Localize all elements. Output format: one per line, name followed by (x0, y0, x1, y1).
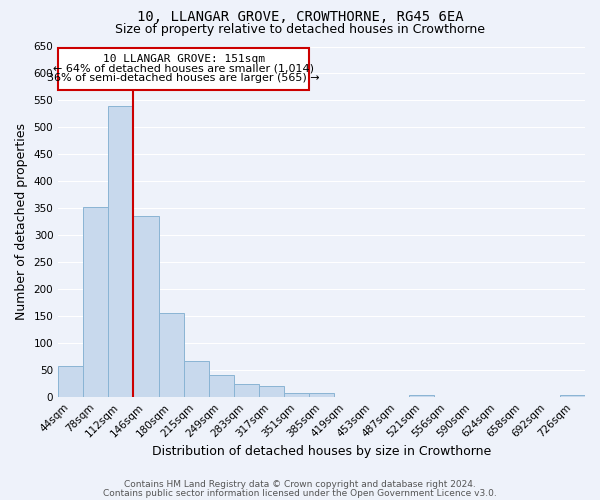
Bar (284, 393, 309, 397)
Text: 36% of semi-detached houses are larger (565) →: 36% of semi-detached houses are larger (… (47, 74, 320, 84)
Bar (158, 312, 184, 397)
Bar (109, 106, 133, 397)
Text: ← 64% of detached houses are smaller (1,014): ← 64% of detached houses are smaller (1,… (53, 64, 314, 74)
Bar (234, 384, 259, 397)
Bar (58, 366, 83, 397)
Text: Contains public sector information licensed under the Open Government Licence v3: Contains public sector information licen… (103, 488, 497, 498)
Y-axis label: Number of detached properties: Number of detached properties (15, 124, 28, 320)
Text: 10, LLANGAR GROVE, CROWTHORNE, RG45 6EA: 10, LLANGAR GROVE, CROWTHORNE, RG45 6EA (137, 10, 463, 24)
Bar (83, 207, 109, 397)
Bar (259, 386, 284, 397)
Bar (58, 48, 309, 90)
Bar (184, 360, 209, 397)
Bar (209, 375, 234, 397)
Text: Size of property relative to detached houses in Crowthorne: Size of property relative to detached ho… (115, 22, 485, 36)
Bar (409, 394, 434, 397)
Bar (560, 394, 585, 397)
Text: Contains HM Land Registry data © Crown copyright and database right 2024.: Contains HM Land Registry data © Crown c… (124, 480, 476, 489)
Bar (309, 393, 334, 397)
X-axis label: Distribution of detached houses by size in Crowthorne: Distribution of detached houses by size … (152, 444, 491, 458)
Text: 10 LLANGAR GROVE: 151sqm: 10 LLANGAR GROVE: 151sqm (103, 54, 265, 64)
Bar (133, 216, 158, 397)
